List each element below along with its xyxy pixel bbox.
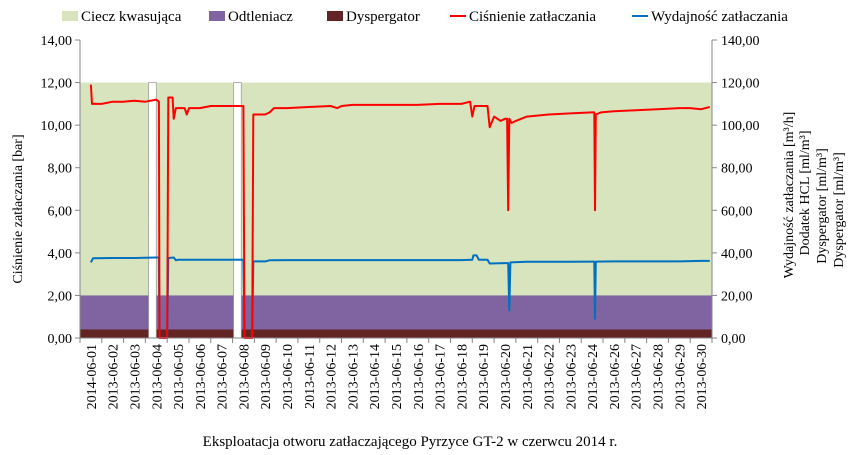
x-tick-label: 2013-06-08 xyxy=(237,344,252,409)
x-tick-label: 2013-06-04 xyxy=(150,344,165,409)
x-tick-label: 2013-06-20 xyxy=(499,344,514,409)
legend-swatch xyxy=(327,11,343,21)
left-tick-label: 4,00 xyxy=(48,247,73,262)
right-tick-label: 140,00 xyxy=(721,34,760,49)
area-series xyxy=(80,82,712,338)
x-tick-label: 2013-06-11 xyxy=(303,344,318,409)
x-tick-label: 2013-06-24 xyxy=(586,344,601,409)
axes xyxy=(75,39,717,343)
area-gap-2 xyxy=(233,82,242,339)
left-axis-title: Ciśnienie zatłaczania [bar] xyxy=(11,134,26,283)
legend-swatch xyxy=(62,11,78,21)
right-axis-title-2: Dodatek HCL [ml/m³] xyxy=(798,131,813,256)
legend-label: Ciśnienie zatłaczania xyxy=(469,9,596,25)
left-tick-label: 14,00 xyxy=(41,34,73,49)
x-tick-label: 2013-06-21 xyxy=(521,344,536,409)
legend-label: Odtleniacz xyxy=(228,9,293,25)
x-axis-title: Eksploatacja otworu zatłaczającego Pyrzy… xyxy=(203,434,618,450)
area-dyspergator xyxy=(80,329,712,338)
right-tick-label: 80,00 xyxy=(721,162,753,177)
x-tick-label: 2013-06-15 xyxy=(390,344,405,409)
legend-swatch xyxy=(209,11,225,21)
x-tick-label: 2013-06-28 xyxy=(652,344,667,409)
right-tick-label: 120,00 xyxy=(721,77,760,92)
left-tick-label: 6,00 xyxy=(48,204,73,219)
x-tick-label: 2013-06-09 xyxy=(259,344,274,409)
x-tick-label: 2013-06-30 xyxy=(695,344,710,409)
x-tick-label: 2013-06-07 xyxy=(216,344,231,409)
right-axis-title-1: Wydajność zatłaczania [m³/h] xyxy=(782,112,797,279)
right-tick-label: 60,00 xyxy=(721,204,753,219)
x-tick-label: 2013-06-18 xyxy=(455,344,470,409)
x-tick-label: 2013-06-29 xyxy=(673,344,688,409)
x-tick-label: 2013-06-14 xyxy=(368,344,383,409)
x-tick-label: 2013-06-23 xyxy=(564,344,579,409)
right-axis-title-4: Dyspergator [ml/m³] xyxy=(832,152,847,268)
right-tick-label: 40,00 xyxy=(721,247,753,262)
area-gap-1 xyxy=(148,82,157,339)
legend-label: Wydajność zatłaczania xyxy=(651,9,788,25)
x-tick-label: 2013-06-16 xyxy=(412,344,427,409)
left-tick-label: 2,00 xyxy=(48,289,73,304)
legend-label: Dyspergator xyxy=(346,9,420,25)
legend-label: Ciecz kwasująca xyxy=(81,9,182,25)
right-axis-title-3: Dyspergator [ml/m³] xyxy=(815,148,830,264)
x-tick-label: 2013-06-12 xyxy=(325,344,340,409)
tick-labels: 0,00 2,00 4,00 6,00 8,00 10,00 12,00 14,00 0,00 2… xyxy=(41,34,760,409)
x-tick-label: 2013-06-13 xyxy=(346,344,361,409)
x-tick-label: 2014-06-01 xyxy=(85,344,100,409)
x-tick-label: 2013-06-17 xyxy=(434,344,449,409)
right-tick-label: 20,00 xyxy=(721,289,753,304)
legend: Ciecz kwasująca Odtleniacz Dyspergator Ciśn… xyxy=(62,9,788,25)
x-tick-label: 2013-06-19 xyxy=(477,344,492,409)
right-tick-label: 0,00 xyxy=(721,332,746,347)
left-tick-label: 10,00 xyxy=(41,119,73,134)
right-tick-label: 100,00 xyxy=(721,119,760,134)
x-tick-label: 2013-06-05 xyxy=(172,344,187,409)
line-series xyxy=(89,84,711,339)
x-tick-label: 2013-06-10 xyxy=(281,344,296,409)
x-tick-label: 2013-06-26 xyxy=(608,344,623,409)
x-tick-label: 2013-06-03 xyxy=(128,344,143,409)
x-tick-label: 2013-06-02 xyxy=(107,344,122,409)
pressure-line xyxy=(89,84,711,339)
x-tick-label: 2013-06-27 xyxy=(630,344,645,409)
left-tick-label: 0,00 xyxy=(48,332,73,347)
flow-line xyxy=(90,254,710,339)
x-tick-label: 2013-06-06 xyxy=(194,344,209,409)
left-tick-label: 8,00 xyxy=(48,162,73,177)
left-tick-label: 12,00 xyxy=(41,77,73,92)
axis-titles: Ciśnienie zatłaczania [bar] Wydajność zat… xyxy=(11,112,847,450)
x-tick-label: 2013-06-22 xyxy=(543,344,558,409)
